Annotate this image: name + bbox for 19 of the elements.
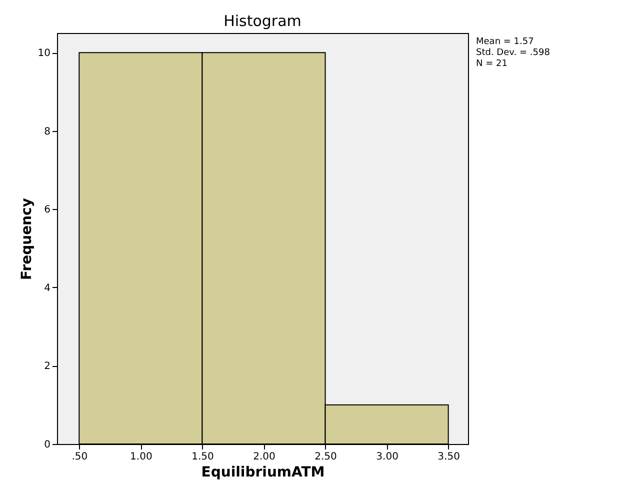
y-axis-title: Frequency bbox=[18, 198, 35, 280]
text: Mean = 1.57 bbox=[476, 37, 534, 47]
y-tick-label: 2 bbox=[44, 361, 50, 372]
x-tick-label: 3.00 bbox=[376, 452, 398, 462]
chart-title: Histogram bbox=[224, 12, 302, 30]
y-tick-label: 8 bbox=[44, 126, 50, 138]
x-tick-label: 3.50 bbox=[438, 452, 460, 462]
x-tick-label: 2.00 bbox=[253, 452, 276, 462]
y-tick-label: 6 bbox=[44, 204, 50, 216]
y-tick-label: 4 bbox=[44, 282, 50, 294]
y-tick-label: 0 bbox=[44, 440, 50, 450]
x-tick-label: 1.50 bbox=[192, 452, 214, 462]
x-axis-title: EquilibriumATM bbox=[201, 464, 325, 480]
x-tick-label: 2.50 bbox=[314, 452, 337, 462]
y-tick-label: 10 bbox=[38, 48, 50, 60]
x-tick-label: 1.00 bbox=[130, 452, 152, 462]
text: Std. Dev. = .598 bbox=[476, 48, 550, 58]
text: N = 21 bbox=[476, 59, 508, 69]
x-tick-label: .50 bbox=[72, 452, 88, 462]
